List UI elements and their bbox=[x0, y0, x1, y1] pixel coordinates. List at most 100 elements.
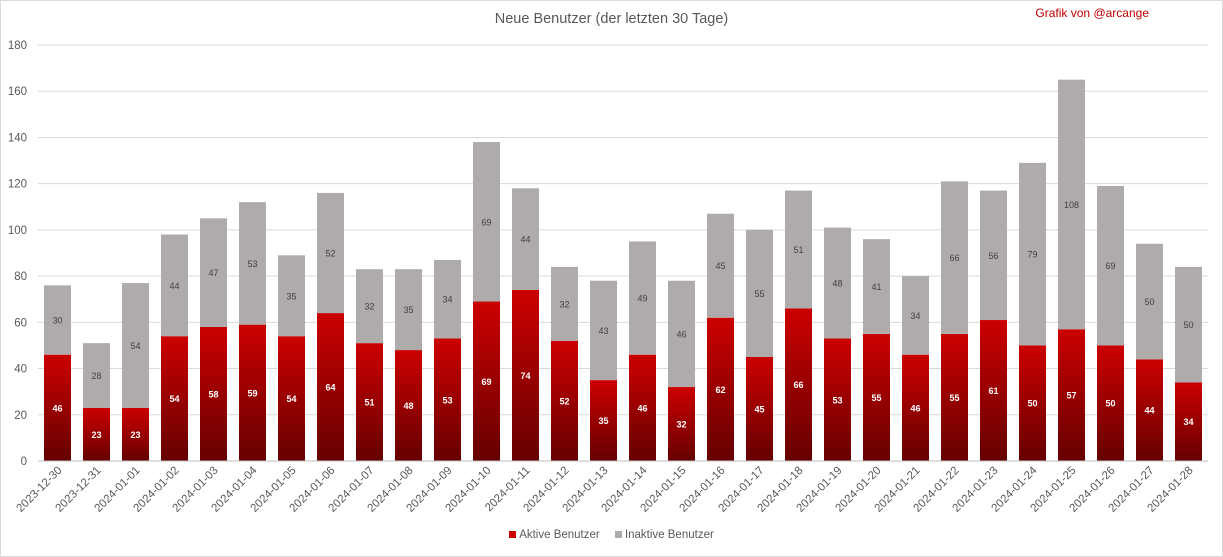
data-label-inactive: 30 bbox=[52, 316, 62, 326]
data-label-active: 53 bbox=[442, 395, 452, 405]
legend-item-inactive: Inaktive Benutzer bbox=[614, 529, 714, 541]
bar-active bbox=[44, 354, 71, 461]
data-label-active: 66 bbox=[793, 380, 803, 390]
bar-active bbox=[512, 289, 539, 461]
bar-active bbox=[707, 317, 734, 461]
bar-inactive bbox=[1058, 79, 1085, 330]
data-label-inactive: 52 bbox=[325, 249, 335, 259]
bar-inactive bbox=[863, 239, 890, 334]
data-label-inactive: 43 bbox=[598, 326, 608, 336]
data-label-active: 50 bbox=[1027, 399, 1037, 409]
y-tick-label: 160 bbox=[8, 86, 27, 98]
data-label-inactive: 54 bbox=[130, 341, 140, 351]
data-label-inactive: 49 bbox=[637, 294, 647, 304]
data-label-active: 74 bbox=[520, 371, 530, 381]
data-label-active: 62 bbox=[715, 385, 725, 395]
bar-inactive bbox=[707, 213, 734, 318]
bar-active bbox=[278, 336, 305, 461]
bar-active bbox=[434, 338, 461, 461]
y-tick-label: 40 bbox=[14, 364, 27, 376]
bar-active bbox=[746, 357, 773, 461]
data-label-inactive: 53 bbox=[247, 259, 257, 269]
y-tick-label: 80 bbox=[14, 271, 27, 283]
bar-inactive bbox=[278, 255, 305, 337]
y-tick-label: 180 bbox=[8, 40, 27, 52]
data-label-active: 34 bbox=[1183, 417, 1193, 427]
bar-inactive bbox=[551, 266, 578, 341]
bar-inactive bbox=[317, 192, 344, 314]
bar-inactive bbox=[941, 181, 968, 334]
bar-inactive bbox=[824, 227, 851, 339]
data-label-active: 58 bbox=[208, 389, 218, 399]
bar-active bbox=[941, 333, 968, 461]
data-label-active: 46 bbox=[637, 403, 647, 413]
bar-active bbox=[239, 324, 266, 461]
bar-active bbox=[668, 387, 695, 461]
data-label-active: 55 bbox=[871, 393, 881, 403]
bar-active bbox=[395, 350, 422, 461]
y-tick-label: 100 bbox=[8, 225, 27, 237]
data-label-active: 53 bbox=[832, 395, 842, 405]
bar-inactive bbox=[902, 276, 929, 355]
bar-inactive bbox=[1136, 243, 1163, 360]
data-label-active: 50 bbox=[1105, 399, 1115, 409]
y-tick-label: 140 bbox=[8, 132, 27, 144]
bar-active bbox=[1019, 345, 1046, 461]
bar-active bbox=[1136, 359, 1163, 461]
data-label-active: 32 bbox=[676, 420, 686, 430]
bar-active bbox=[122, 407, 149, 461]
data-label-active: 44 bbox=[1144, 406, 1154, 416]
data-label-inactive: 50 bbox=[1144, 297, 1154, 307]
data-label-active: 46 bbox=[52, 403, 62, 413]
data-label-active: 51 bbox=[364, 398, 374, 408]
data-label-inactive: 45 bbox=[715, 261, 725, 271]
bar-inactive bbox=[473, 142, 500, 302]
bar-inactive bbox=[200, 218, 227, 327]
credit-label: Grafik von @arcange bbox=[1035, 6, 1149, 20]
chart-title: Neue Benutzer (der letzten 30 Tage) bbox=[494, 11, 729, 27]
data-label-inactive: 56 bbox=[988, 251, 998, 261]
bar-active bbox=[629, 354, 656, 461]
bar-active bbox=[824, 338, 851, 461]
bar-inactive bbox=[44, 285, 71, 355]
data-label-active: 52 bbox=[559, 396, 569, 406]
bar-active bbox=[200, 326, 227, 461]
data-label-inactive: 28 bbox=[91, 371, 101, 381]
y-tick-label: 0 bbox=[21, 456, 27, 468]
bar-active bbox=[551, 340, 578, 461]
bar-active bbox=[863, 333, 890, 461]
bar-active bbox=[785, 308, 812, 461]
bar-active bbox=[356, 343, 383, 461]
data-label-active: 46 bbox=[910, 403, 920, 413]
data-label-active: 54 bbox=[286, 394, 296, 404]
bar-active bbox=[317, 313, 344, 461]
bar-active bbox=[83, 407, 110, 461]
bar-inactive bbox=[590, 280, 617, 381]
data-label-inactive: 69 bbox=[1105, 261, 1115, 271]
data-label-inactive: 55 bbox=[754, 289, 764, 299]
data-label-inactive: 35 bbox=[403, 305, 413, 315]
data-label-active: 45 bbox=[754, 405, 764, 415]
data-label-inactive: 108 bbox=[1064, 200, 1079, 210]
data-label-active: 23 bbox=[130, 430, 140, 440]
legend-swatch-active bbox=[509, 531, 517, 538]
data-label-active: 59 bbox=[247, 388, 257, 398]
data-label-inactive: 35 bbox=[286, 291, 296, 301]
data-label-inactive: 66 bbox=[949, 253, 959, 263]
bar-inactive bbox=[122, 283, 149, 408]
bar-inactive bbox=[746, 229, 773, 357]
data-label-active: 54 bbox=[169, 394, 179, 404]
bar-active bbox=[902, 354, 929, 461]
y-tick-label: 20 bbox=[14, 410, 27, 422]
data-label-inactive: 34 bbox=[910, 311, 920, 321]
legend-label-inactive: Inaktive Benutzer bbox=[624, 529, 714, 541]
bar-active bbox=[473, 301, 500, 461]
bar-active bbox=[1058, 329, 1085, 461]
data-label-active: 35 bbox=[598, 416, 608, 426]
legend-label-active: Aktive Benutzer bbox=[519, 529, 600, 541]
data-label-inactive: 51 bbox=[793, 245, 803, 255]
bar-inactive bbox=[629, 241, 656, 355]
data-label-inactive: 34 bbox=[442, 295, 452, 305]
data-label-active: 48 bbox=[403, 401, 413, 411]
bar-inactive bbox=[668, 280, 695, 388]
